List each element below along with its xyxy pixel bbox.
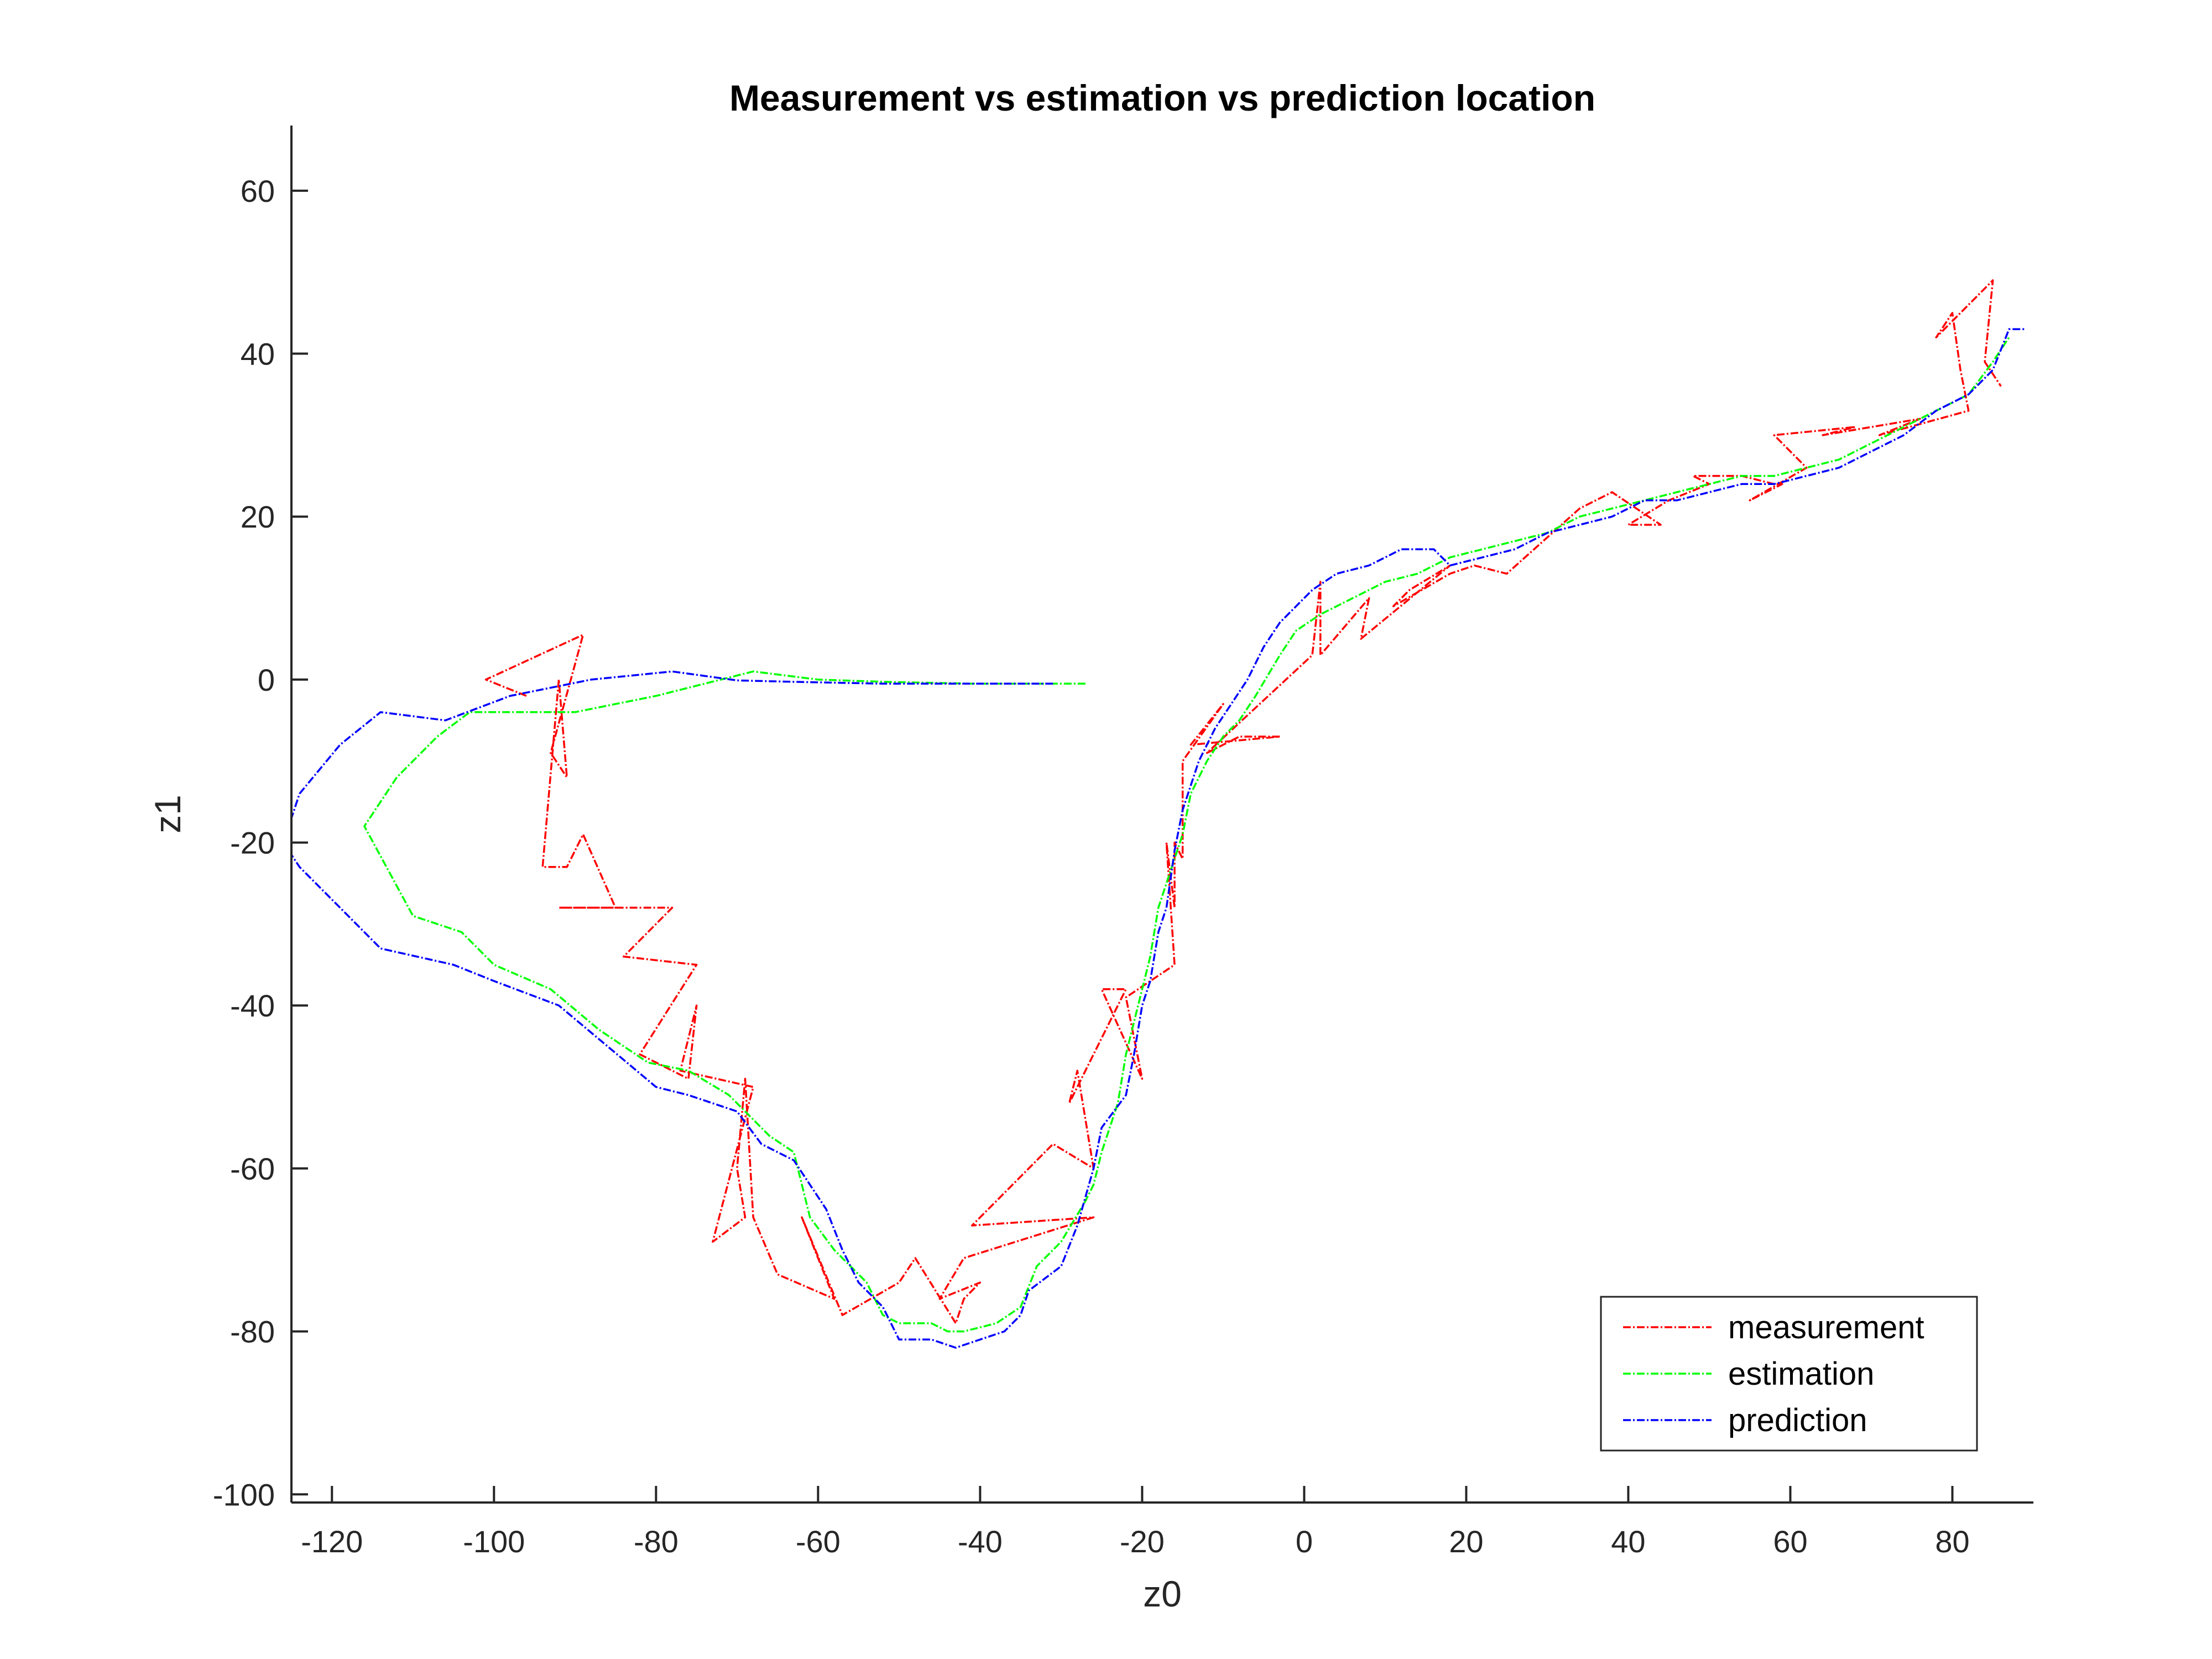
- x-axis-label: z0: [1143, 1573, 1182, 1614]
- y-tick-label: 60: [241, 174, 275, 208]
- y-tick-label: -40: [230, 988, 275, 1023]
- y-tick-label: -100: [213, 1477, 275, 1512]
- series-measurement-line: [484, 279, 2002, 1324]
- x-tick-label: 80: [1935, 1524, 1969, 1559]
- x-tick-label: -120: [301, 1524, 363, 1559]
- x-tick-label: -60: [796, 1524, 841, 1559]
- x-tick-label: 0: [1296, 1524, 1313, 1559]
- series-estimation-line: [363, 337, 2010, 1333]
- legend-label-prediction: prediction: [1728, 1402, 1867, 1438]
- y-tick-label: 20: [241, 499, 275, 534]
- x-tick-label: -100: [463, 1524, 525, 1559]
- y-tick-label: 0: [258, 662, 275, 697]
- y-tick-label: -60: [230, 1151, 275, 1186]
- axes: -120 -100 -80 -60 -40 -20 0 20 40 60 80 -100 -80 -60 -…: [213, 126, 2033, 1559]
- plot-area: [291, 279, 2026, 1349]
- x-tick-label: 20: [1449, 1524, 1483, 1559]
- x-tick-label: -40: [958, 1524, 1003, 1559]
- chart-title: Measurement vs estimation vs prediction …: [729, 77, 1595, 118]
- x-tick-label: -20: [1120, 1524, 1165, 1559]
- legend-box: [1600, 1296, 1978, 1452]
- legend-label-estimation: estimation: [1728, 1356, 1874, 1392]
- y-tick-label: -80: [230, 1314, 275, 1349]
- x-tick-label: 60: [1773, 1524, 1807, 1559]
- series-prediction-line: [291, 328, 2026, 1349]
- legend-label-measurement: measurement: [1728, 1310, 1924, 1345]
- legend: measurement estimation prediction: [1600, 1296, 1978, 1452]
- x-tick-label: 40: [1611, 1524, 1645, 1559]
- y-tick-label: 40: [241, 337, 275, 372]
- y-tick-label: -20: [230, 826, 275, 860]
- x-tick-label: -80: [634, 1524, 679, 1559]
- y-axis-label: z1: [147, 795, 188, 833]
